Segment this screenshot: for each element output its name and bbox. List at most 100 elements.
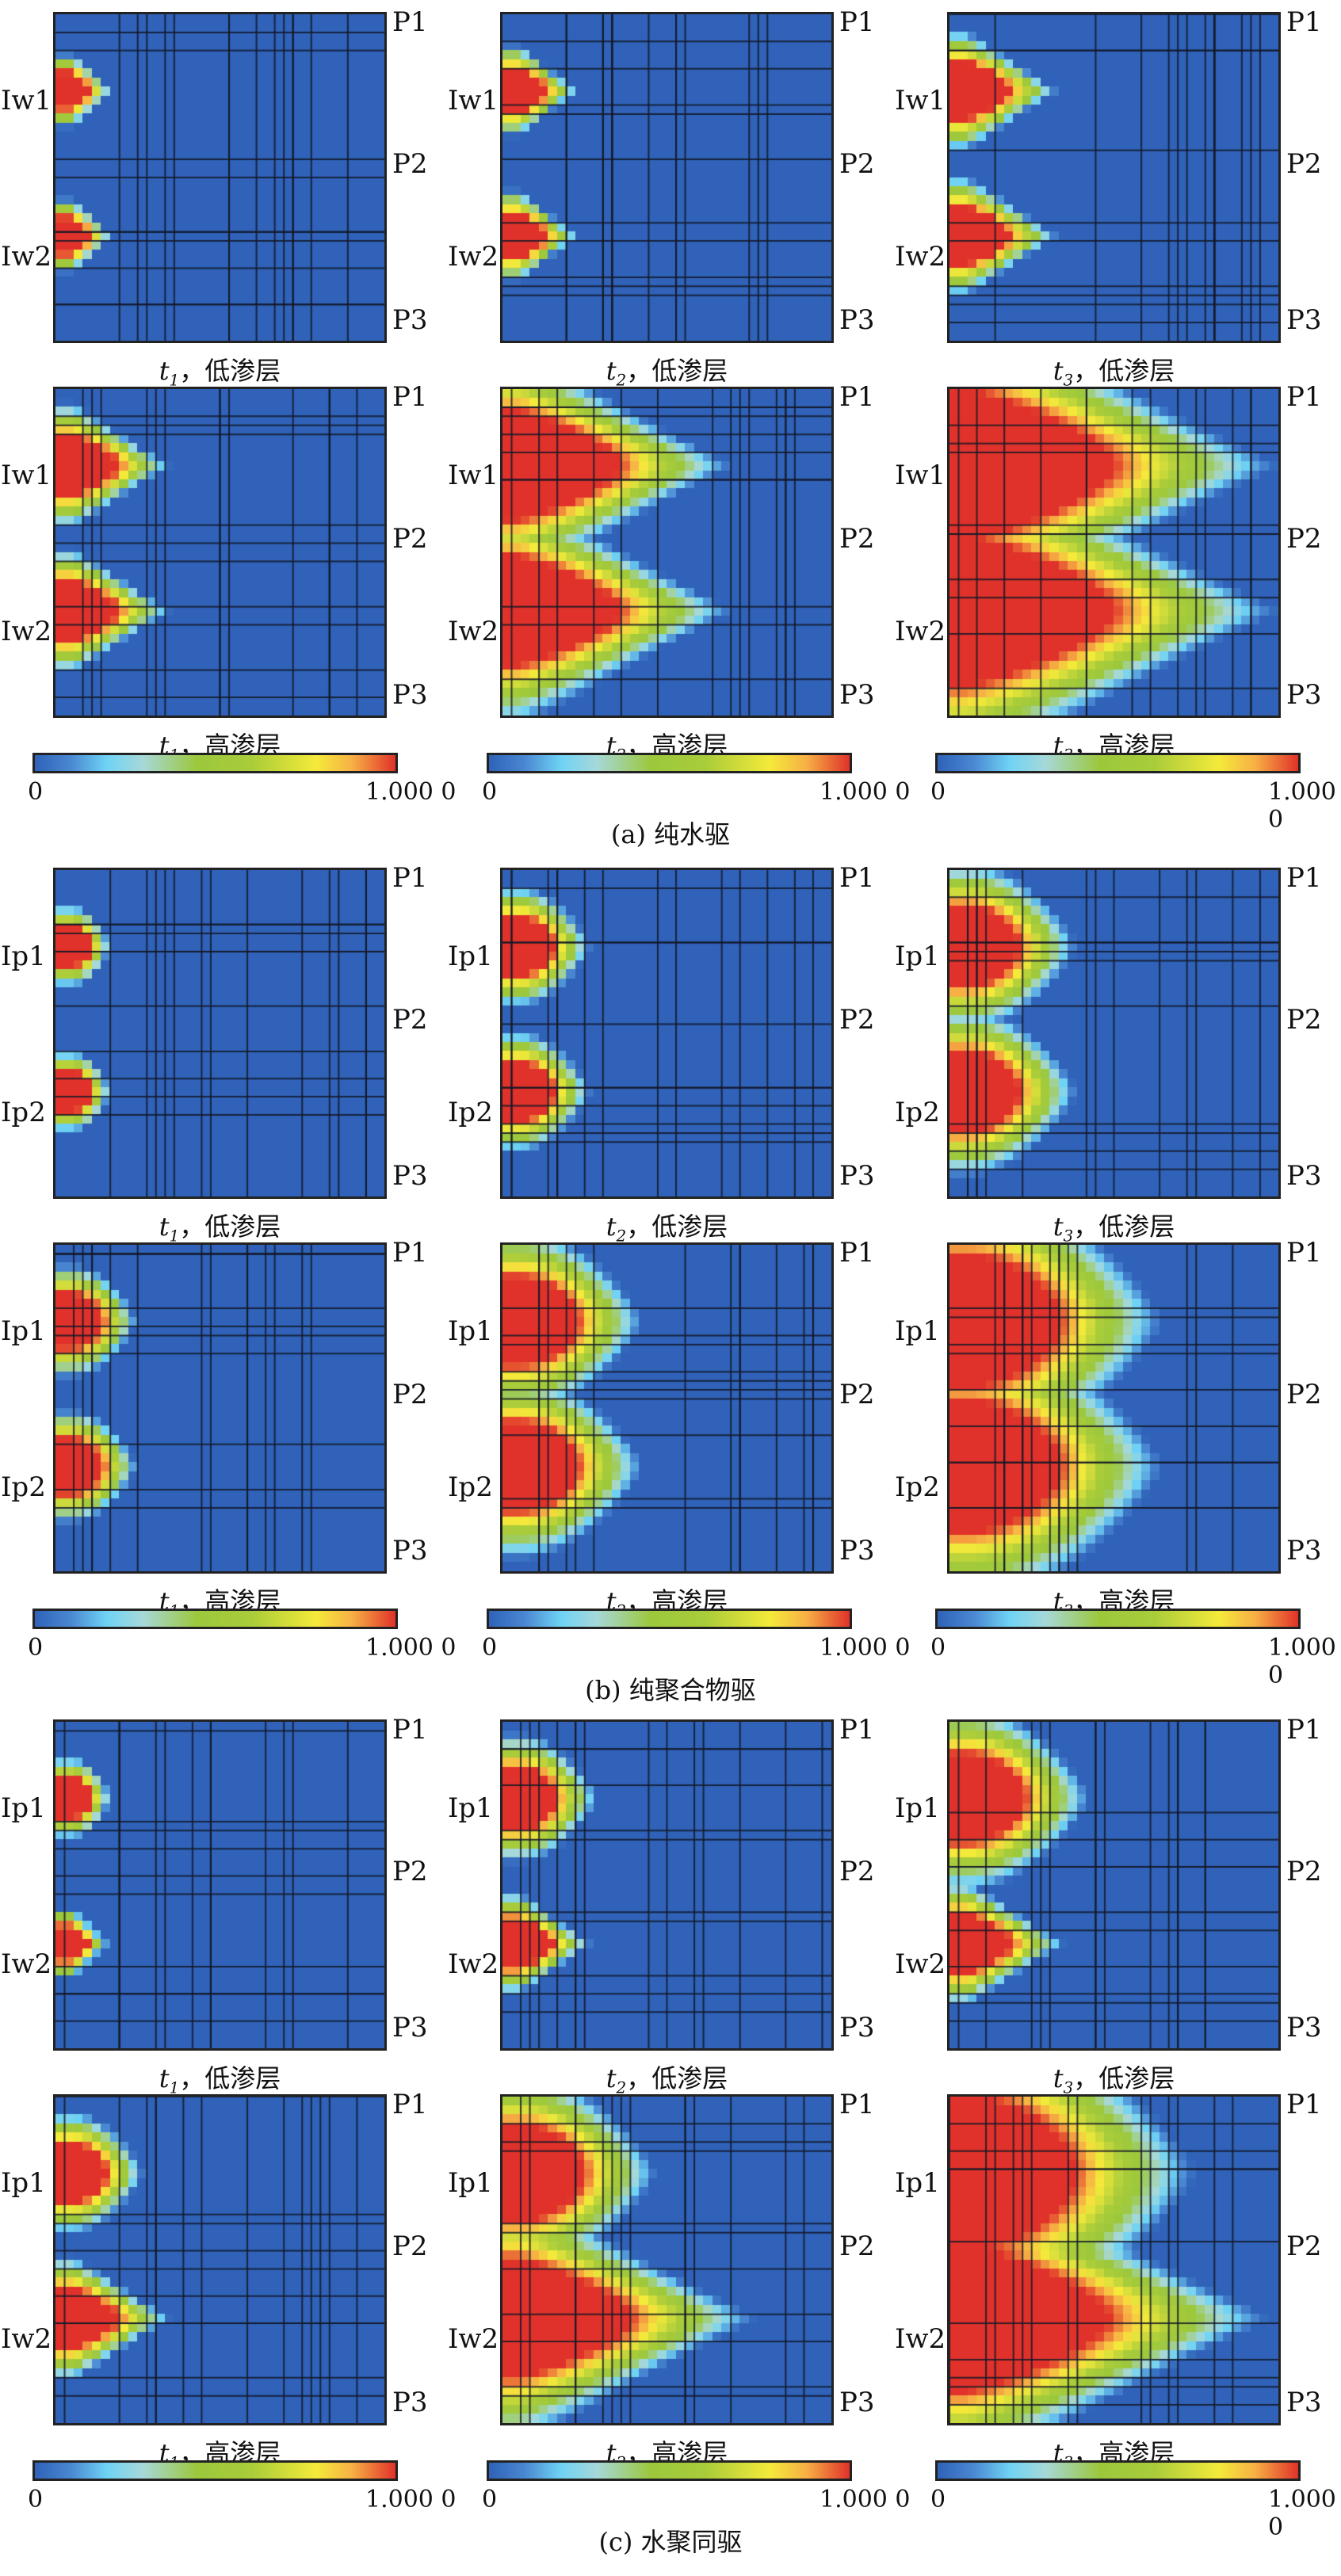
caption-separator: ， [626,2063,652,2093]
producer-label-p3: P3 [1286,1535,1322,1567]
saturation-heatmap [55,1245,384,1571]
panel-caption: t3，低渗层 [947,1207,1281,1245]
heatmap-panel [53,1719,387,2051]
injector-label-ip1: Ip1 [1,1315,46,1347]
heatmap-panel [500,2094,834,2425]
producer-label-p3: P3 [1286,2012,1322,2044]
producer-label-p2: P2 [1286,1004,1322,1036]
injector-label-ip2: Ip2 [1,1471,46,1503]
heatmap-panel [947,12,1281,343]
time-index: 3 [1063,2078,1074,2097]
injector-label-iw1: Iw1 [895,460,946,491]
layer-name: 低渗层 [204,2063,281,2093]
colorbar-min-label: 0 [930,2486,946,2513]
producer-label-p1: P1 [1286,1237,1322,1269]
caption-separator: ， [626,1212,652,1242]
producer-label-p3: P3 [1286,2387,1322,2418]
heatmap-panel [53,387,387,718]
injector-label-iw2: Iw2 [1,2323,52,2355]
time-symbol: t2 [606,1212,627,1246]
saturation-heatmap [949,1245,1278,1571]
colorbar-min-label: 0 [28,778,44,806]
heatmap-panel [500,868,834,1199]
time-symbol: t3 [1053,356,1074,390]
producer-label-p3: P3 [392,2387,428,2418]
time-index: 1 [169,370,180,390]
producer-label-p1: P1 [839,1714,875,1746]
producer-label-p3: P3 [1286,1160,1322,1192]
producer-label-p1: P1 [839,1237,875,1269]
time-index: 3 [1063,1226,1074,1246]
time-symbol: t2 [606,356,627,390]
heatmap-panel [947,868,1281,1199]
producer-label-p1: P1 [1286,381,1322,413]
colorbar-min-label: 0 [482,778,498,806]
colorbar-max-label: 1.000 0 [365,2486,457,2513]
injector-label-iw2: Iw2 [448,2323,499,2355]
colorbar-max-label: 1.000 0 [1268,778,1336,834]
colorbar [32,2460,398,2481]
panel-caption: t2，低渗层 [500,2059,834,2097]
saturation-heatmap [949,389,1278,716]
heatmap-panel [53,12,387,343]
producer-label-p2: P2 [392,1856,428,1887]
caption-separator: ， [179,356,205,386]
producer-label-p2: P2 [1286,148,1322,180]
heatmap-panel [53,868,387,1199]
layer-name: 低渗层 [1098,2063,1175,2093]
panel-caption: t2，低渗层 [500,1207,834,1245]
producer-label-p3: P3 [839,2012,875,2044]
injector-label-ip1: Ip1 [1,2167,46,2199]
saturation-heatmap [949,2097,1278,2423]
colorbar-max-label: 1.000 0 [1268,1634,1336,1689]
layer-name: 低渗层 [1098,1212,1175,1242]
saturation-heatmap [502,2097,831,2423]
injector-label-ip1: Ip1 [895,941,940,972]
producer-label-p2: P2 [392,2231,428,2262]
injector-label-iw1: Iw1 [448,460,499,491]
colorbar-max-label: 1.000 0 [820,2486,911,2513]
layer-name: 低渗层 [651,356,728,386]
injector-label-ip1: Ip1 [895,2167,940,2199]
colorbar-max-label: 1.000 0 [820,778,911,806]
colorbar-max-label: 1.000 0 [820,1634,911,1662]
colorbar-max-label: 1.000 0 [365,1634,457,1662]
producer-label-p3: P3 [839,1160,875,1192]
heatmap-panel [947,2094,1281,2425]
heatmap-panel [947,387,1281,718]
injector-label-iw1: Iw1 [1,85,52,116]
colorbar-max-label: 1.000 0 [1268,2486,1336,2541]
section-caption: (b) 纯聚合物驱 [585,1675,756,1705]
saturation-heatmap [55,389,384,716]
producer-label-p3: P3 [392,1160,428,1192]
producer-label-p1: P1 [392,862,428,894]
producer-label-p2: P2 [392,1004,428,1036]
injector-label-ip1: Ip1 [1,1792,46,1824]
injector-label-ip2: Ip2 [895,1471,940,1503]
producer-label-p3: P3 [1286,304,1322,336]
heatmap-panel [53,1242,387,1574]
colorbar-min-label: 0 [930,778,946,806]
caption-separator: ， [179,2063,205,2093]
producer-label-p2: P2 [839,2231,875,2262]
saturation-heatmap [502,389,831,716]
producer-label-p3: P3 [392,1535,428,1567]
layer-name: 低渗层 [651,2063,728,2093]
injector-label-iw2: Iw2 [1,1948,52,1980]
colorbar-min-label: 0 [930,1634,946,1662]
layer-name: 低渗层 [1098,356,1175,386]
time-symbol: t3 [1053,2063,1074,2097]
time-index: 2 [616,370,627,390]
caption-separator: ， [1073,2063,1099,2093]
heatmap-panel [947,1242,1281,1574]
layer-name: 低渗层 [204,356,281,386]
saturation-heatmap [949,1722,1278,2048]
section-c: Ip1 Iw2 P1 P2 P3 t1，低渗层 Ip1 Iw2 P1 P2 P3 t2，低渗层 Ip1 I… [0,1708,1341,2563]
producer-label-p2: P2 [839,148,875,180]
panel-caption: t1，低渗层 [53,1207,387,1245]
producer-label-p2: P2 [392,523,428,555]
producer-label-p3: P3 [1286,679,1322,711]
heatmap-panel [500,1242,834,1574]
producer-label-p2: P2 [839,1856,875,1887]
time-index: 2 [616,1226,627,1246]
